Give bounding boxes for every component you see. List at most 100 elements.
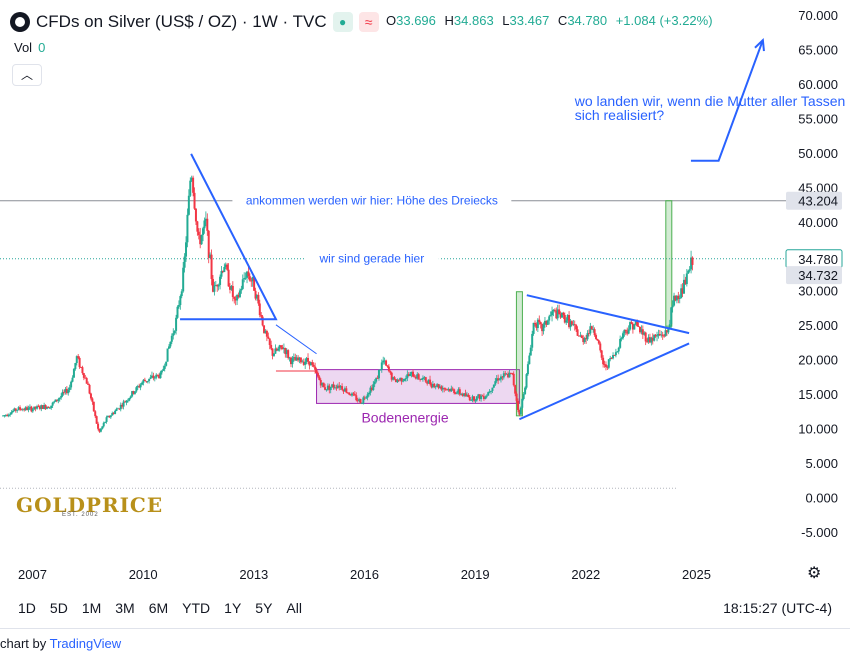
- candle-body: [50, 405, 53, 408]
- candle-body: [180, 291, 183, 297]
- candle-body: [126, 400, 129, 402]
- candle-body: [404, 378, 407, 380]
- indicator-toggle-icon[interactable]: ●: [332, 12, 353, 32]
- candle-body: [651, 337, 654, 341]
- candle-body: [186, 214, 189, 243]
- candle-body: [427, 379, 430, 384]
- candle-body: [366, 394, 369, 398]
- candle-body: [552, 309, 555, 312]
- candle-body: [609, 357, 612, 360]
- collapse-legend-button[interactable]: ︿: [12, 64, 42, 86]
- close-value: 34.780: [567, 13, 608, 28]
- candle-body: [578, 335, 581, 337]
- price-label-box: [786, 266, 842, 285]
- candle-body: [54, 399, 57, 402]
- footer-credit: chart by TradingView: [0, 636, 121, 651]
- candle-body: [417, 374, 420, 379]
- candle-body: [329, 386, 332, 391]
- y-tick-label: 40.000: [798, 215, 838, 230]
- candle-body: [599, 343, 602, 351]
- candle-body: [660, 334, 663, 336]
- compare-icon[interactable]: ≈: [358, 12, 379, 32]
- candle-body: [172, 333, 175, 336]
- candle-body: [318, 376, 321, 381]
- candle-body: [377, 369, 380, 379]
- descent-trendline: [275, 324, 317, 355]
- candle-body: [545, 320, 548, 325]
- symbol-title[interactable]: CFDs on Silver (US$ / OZ) · 1W · TVC: [36, 12, 327, 31]
- candle-body: [626, 331, 629, 334]
- tradingview-link[interactable]: TradingView: [49, 636, 122, 651]
- candle-body: [668, 324, 671, 328]
- candle-body: [690, 257, 693, 270]
- candle-body: [420, 379, 423, 380]
- candle-body: [159, 372, 162, 379]
- candle-body: [438, 386, 441, 388]
- chart-annotations: wo landen wir, wenn die Mutter aller Tas…: [232, 93, 845, 426]
- range-6m[interactable]: 6M: [148, 600, 169, 616]
- range-1d[interactable]: 1D: [18, 600, 36, 616]
- candle-body: [194, 208, 197, 222]
- candle-body: [393, 377, 396, 380]
- candle-body: [302, 361, 305, 365]
- candle-body: [359, 399, 362, 404]
- candle-body: [461, 394, 464, 396]
- candle-body: [585, 338, 588, 340]
- candle-body: [375, 378, 378, 382]
- candle-body: [263, 325, 266, 333]
- candle-body: [173, 330, 176, 334]
- candle-body: [60, 395, 63, 398]
- range-ytd[interactable]: YTD: [182, 600, 211, 616]
- candle-body: [556, 309, 559, 319]
- candle-body: [224, 264, 227, 268]
- candle-body: [667, 327, 670, 333]
- candle-body: [399, 377, 402, 381]
- candle-body: [176, 306, 179, 318]
- candle-body: [648, 337, 651, 343]
- candle-body: [6, 414, 9, 416]
- candle-body: [280, 345, 283, 348]
- x-tick-label: 2010: [129, 567, 158, 582]
- candle-body: [220, 271, 223, 277]
- close-label: C: [557, 13, 568, 28]
- range-all[interactable]: All: [286, 600, 302, 616]
- candle-body: [595, 335, 598, 339]
- candle-body: [163, 365, 166, 369]
- candle-body: [602, 357, 605, 365]
- candle-body: [616, 351, 619, 353]
- candle-body: [153, 377, 156, 379]
- candle-body: [353, 394, 356, 396]
- candle-body: [74, 363, 77, 369]
- candle-body: [213, 285, 216, 292]
- candle-body: [106, 416, 109, 418]
- range-1m[interactable]: 1M: [81, 600, 102, 616]
- candle-body: [596, 338, 599, 341]
- candle-body: [81, 367, 84, 374]
- x-tick-label: 2022: [571, 567, 600, 582]
- candle-body: [114, 410, 117, 414]
- candle-body: [678, 298, 681, 299]
- range-5y[interactable]: 5Y: [255, 600, 273, 616]
- range-5d[interactable]: 5D: [49, 600, 68, 616]
- candle-body: [51, 402, 54, 406]
- candle-body: [55, 399, 58, 401]
- range-3m[interactable]: 3M: [115, 600, 135, 616]
- gear-icon[interactable]: ⚙: [807, 565, 822, 582]
- candle-body: [457, 389, 460, 393]
- candle-body: [179, 296, 182, 306]
- candle-body: [525, 374, 528, 388]
- flag-lower-line: [519, 342, 690, 421]
- price-chart[interactable]: wo landen wir, wenn die Mutter aller Tas…: [0, 0, 850, 596]
- candle-body: [502, 373, 505, 378]
- candle-body: [429, 379, 432, 385]
- candle-body: [624, 329, 627, 332]
- candle-body: [663, 335, 666, 337]
- candle-body: [133, 391, 136, 394]
- candle-body: [98, 428, 101, 432]
- candle-body: [687, 270, 690, 274]
- range-1y[interactable]: 1Y: [224, 600, 242, 616]
- candle-body: [511, 373, 514, 374]
- clock[interactable]: 18:15:27 (UTC-4): [723, 600, 832, 616]
- candle-body: [142, 379, 145, 383]
- candle-body: [450, 388, 453, 392]
